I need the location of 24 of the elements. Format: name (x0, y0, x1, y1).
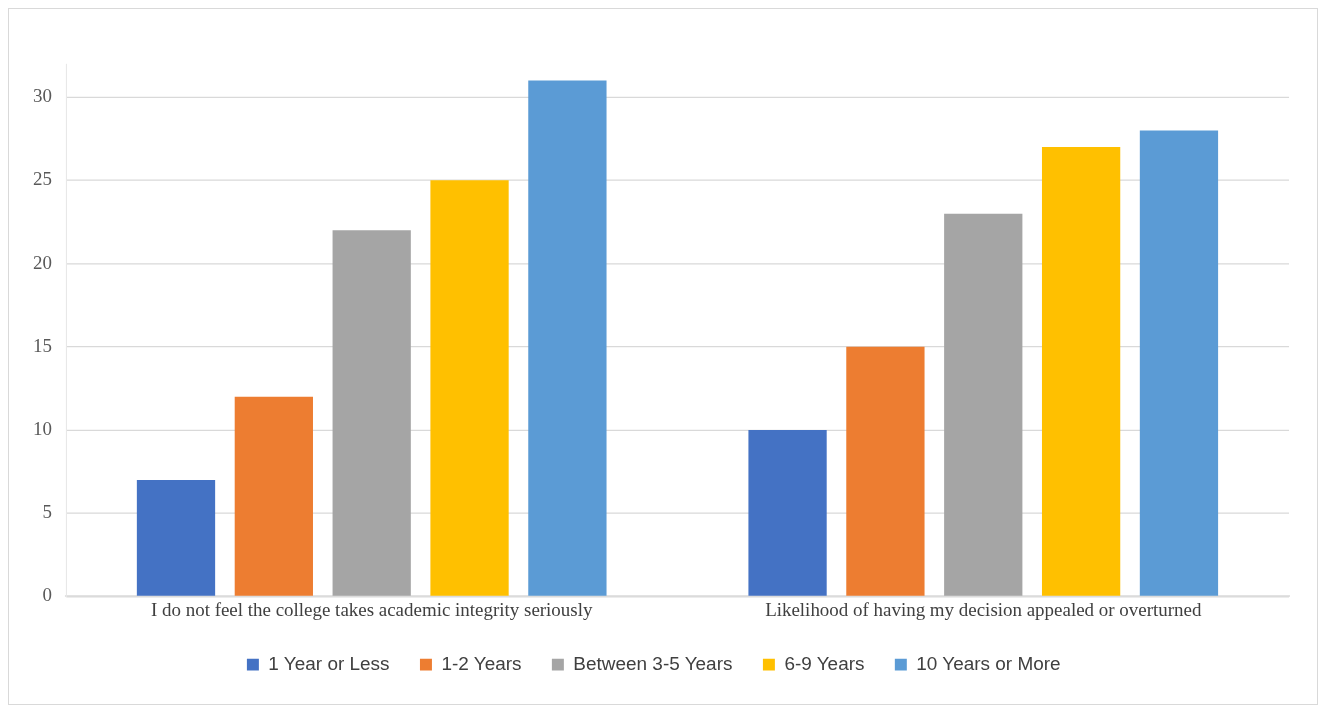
bar (430, 180, 509, 596)
x-tick-label: Likelihood of having my decision appealed or overturned (765, 598, 1202, 620)
y-tick-label: 30 (32, 85, 52, 107)
y-tick-label: 15 (32, 334, 52, 356)
y-tick-label: 10 (32, 418, 52, 440)
legend-label: Between 3-5 Years (573, 652, 733, 674)
y-tick-label: 5 (42, 501, 52, 523)
legend-label: 1 Year or Less (268, 652, 390, 674)
x-tick-label: I do not feel the college takes academic integrity seriously (150, 598, 593, 620)
bar (944, 213, 1023, 596)
bar (332, 230, 411, 596)
y-tick-label: 25 (32, 168, 52, 190)
bar (748, 430, 827, 596)
bar (234, 396, 313, 596)
legend-label: 1-2 Years (441, 652, 522, 674)
legend-label: 10 Years or More (916, 652, 1061, 674)
bar (846, 346, 925, 596)
bar (528, 80, 607, 596)
legend-label: 6-9 Years (784, 652, 865, 674)
y-tick-label: 0 (42, 584, 52, 606)
y-tick-label: 20 (32, 251, 52, 273)
bar (1139, 130, 1219, 596)
bar (136, 479, 216, 596)
bar (1041, 147, 1121, 596)
